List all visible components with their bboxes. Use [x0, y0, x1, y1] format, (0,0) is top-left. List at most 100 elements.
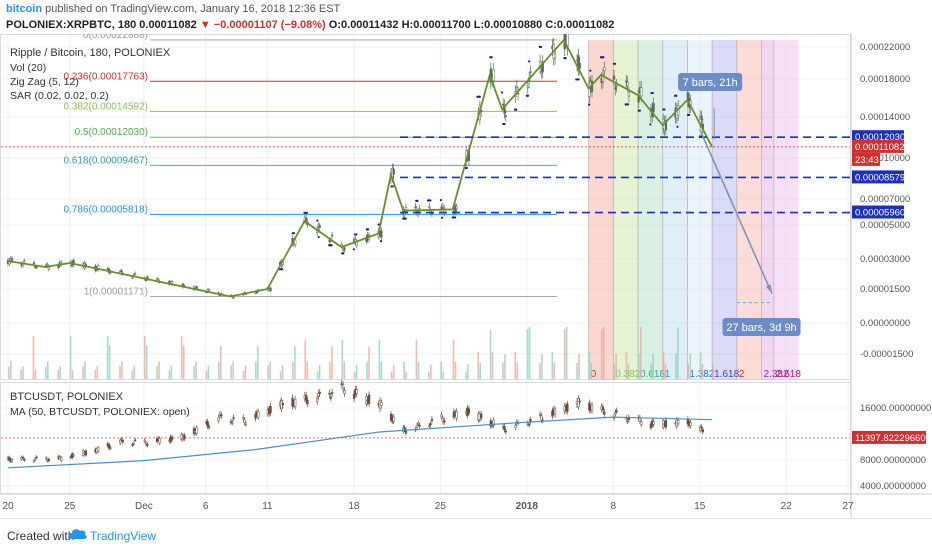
y-tick-label: -0.00001500: [860, 349, 913, 360]
volume-bar: [343, 361, 346, 379]
btc-candle-body: [10, 459, 14, 462]
btc-candle-body: [615, 410, 618, 412]
btc-candle-body: [244, 423, 248, 426]
btc-candle-body: [417, 422, 420, 425]
btc-candle-body: [170, 436, 174, 440]
btc-candle-body: [677, 420, 680, 424]
btc-candle-body: [526, 423, 529, 425]
fib-time-zone: [588, 40, 614, 380]
symbol-label[interactable]: POLONIEX:XRPBTC, 180: [6, 19, 137, 31]
volume-bar: [378, 339, 381, 379]
sar-dot: [638, 109, 641, 112]
volume-bar: [119, 366, 121, 379]
btc-candle-body: [480, 413, 483, 419]
volume-bar: [615, 353, 617, 379]
btc-candle-body: [614, 412, 617, 414]
volume-bar: [331, 346, 333, 379]
volume-bar: [195, 361, 197, 379]
sar-dot: [342, 252, 345, 255]
candle-body: [392, 168, 395, 175]
indicator-label: Vol (20): [10, 62, 46, 74]
fib-level-label: 0.618(0.00009467): [63, 155, 148, 166]
btc-candle-body: [231, 422, 234, 424]
btc-candle-body: [577, 398, 580, 408]
btc-candle-body: [640, 421, 643, 425]
candle-body: [504, 115, 507, 117]
volume-bar: [34, 369, 37, 379]
fib-level-label: 0.5(0.00012030): [75, 127, 148, 138]
created-with-text: Created with: [7, 529, 75, 543]
volume-bar: [306, 361, 309, 379]
time-axis[interactable]: 20 25 Dec 6 11 18 25 2018 8 15 22 27: [0, 493, 932, 512]
volume-bar: [652, 353, 654, 379]
indicator-label: Zig Zag (5, 12): [10, 76, 79, 88]
btc-candle-body: [109, 447, 112, 449]
btc-candle-body: [8, 456, 11, 461]
sar-dot: [501, 91, 504, 94]
btc-candle-body: [242, 417, 245, 419]
btc-candle-body: [343, 390, 346, 394]
sar-dot: [490, 56, 493, 59]
btc-candle-body: [315, 398, 319, 402]
annotation-bars-3d9h-box: [722, 318, 801, 336]
main-pane[interactable]: 0.00022000 0.00018000 0.00014000 0.00010000…: [0, 34, 914, 518]
btc-candle-body: [330, 392, 334, 395]
btc-candle-body: [367, 394, 371, 404]
fib-level-label: 0.236(0.00017763): [63, 71, 148, 82]
volume-bar: [602, 327, 605, 379]
btc-candle-body: [443, 420, 446, 423]
btc-candle-body: [503, 426, 506, 431]
volume-bar: [417, 361, 420, 379]
fib-level-label: 1(0.00001171): [84, 286, 148, 297]
candle-body: [553, 54, 557, 59]
btc-candle-body: [328, 392, 331, 395]
volume-bar: [145, 345, 148, 379]
sar-dot: [416, 199, 419, 202]
x-tick-label: 8: [611, 501, 617, 512]
fib-time-label: 2.618: [776, 369, 801, 380]
x-tick-label: 6: [203, 501, 209, 512]
volume-bar: [84, 361, 86, 379]
price-label: 0.00011082: [855, 142, 905, 153]
candle-body: [626, 82, 629, 86]
sar-dot: [503, 122, 506, 126]
volume-bar: [479, 362, 482, 379]
candle-body: [601, 74, 605, 83]
sar-dot: [465, 166, 468, 170]
chart-canvas[interactable]: 0.00022000 0.00018000 0.00014000 0.00010000…: [0, 34, 932, 518]
candle-body: [318, 225, 321, 228]
author-link[interactable]: bitcoin: [6, 3, 43, 15]
candle-body: [529, 71, 532, 73]
fib-level-label: 0.786(0.00005818): [63, 204, 148, 215]
btc-candle-body: [158, 438, 161, 444]
volume-bar: [502, 362, 504, 379]
sar-dot: [613, 62, 617, 65]
volume-bar: [170, 365, 173, 379]
volume-bar: [664, 363, 667, 379]
volume-bar: [131, 370, 134, 379]
volume-bar: [390, 371, 393, 379]
price-label-box: [852, 205, 904, 219]
candle-body: [340, 244, 343, 246]
btc-candle-body: [392, 416, 395, 422]
btc-candle-body: [415, 425, 419, 428]
volume-bar: [279, 371, 282, 379]
tradingview-link[interactable]: TradingView: [90, 529, 157, 543]
volume-bar: [193, 365, 195, 379]
volume-bar: [205, 370, 208, 379]
sar-dot: [366, 228, 370, 231]
zigzag-line: [7, 38, 713, 298]
candle-body: [625, 80, 628, 83]
volume-bar: [45, 366, 47, 379]
btc-candle-body: [452, 411, 456, 418]
candle-body: [615, 85, 618, 87]
btc-candle-body: [590, 404, 594, 411]
candle-body: [603, 67, 606, 71]
candle-body: [612, 75, 616, 80]
volume-bar: [121, 361, 123, 379]
btc-candle-body: [131, 444, 134, 446]
candle-body: [269, 287, 272, 291]
btc-candle-body: [340, 383, 343, 385]
btc-candle-body: [441, 418, 445, 423]
btc-pane[interactable]: 16000.00000000 8000.00000000 4000.00000000…: [0, 379, 932, 494]
